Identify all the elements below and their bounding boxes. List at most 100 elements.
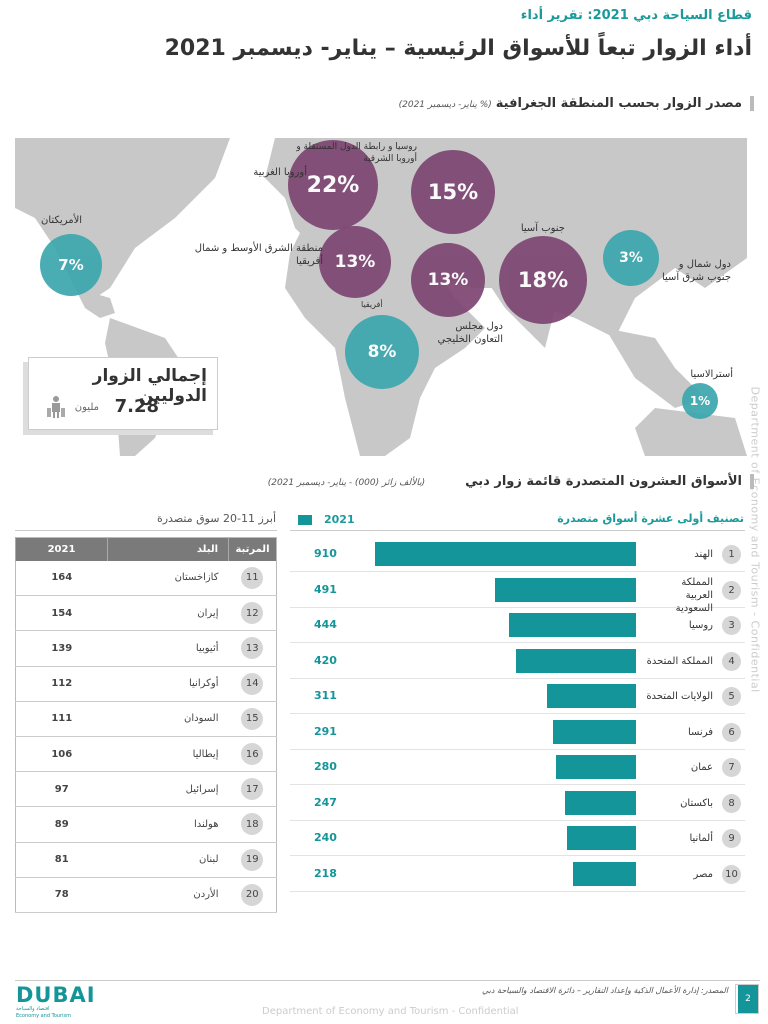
rank-badge: 10 xyxy=(722,864,741,884)
country-cell: إسرائيل xyxy=(107,771,229,808)
rank-badge: 3 xyxy=(722,616,741,635)
rank-badge: 18 xyxy=(241,813,264,836)
rank-cell: 20 xyxy=(228,877,277,913)
bar-category-label: عمان xyxy=(690,762,713,773)
markets-section-title: الأسواق العشرون المتصدرة قائمة زوار دبي xyxy=(465,474,742,489)
legend-label: 2021 xyxy=(324,513,355,526)
table-row: 154 إيران 12 xyxy=(15,595,277,632)
bar-row: 444 3 روسيا xyxy=(290,608,745,643)
region-label-gcc: دول مجلس التعاون الخليجي xyxy=(437,321,503,345)
bar-row: 218 10 مصر xyxy=(290,857,745,892)
bar-category-label: باكستان xyxy=(680,797,713,809)
region-label-russia-cis: روسيا و رابطة الدول المستقلة و أوروبا ال… xyxy=(296,142,417,164)
rank-cell: 17 xyxy=(228,771,277,808)
country-cell: أوكرانيا xyxy=(107,666,229,702)
page-title: أداء الزوار تبعاً للأسواق الرئيسية – ينا… xyxy=(164,36,752,61)
region-label-ne-se-asia: دول شمال و جنوب شرق آسيا xyxy=(661,259,731,283)
bar xyxy=(552,719,636,744)
region-label-south-asia: جنوب آسيا xyxy=(520,223,565,234)
bar xyxy=(546,684,636,708)
country-cell: هولندا xyxy=(107,806,229,843)
table-row: 164 كازاخستان 11 xyxy=(15,560,277,597)
table-row: 81 لبنان 19 xyxy=(15,842,277,878)
region-label-americas: الأمريكتان xyxy=(41,215,83,226)
bar-row: 910 1 الهند xyxy=(290,537,745,572)
visitors-cell: 111 xyxy=(15,701,108,737)
rank-cell: 11 xyxy=(228,560,277,597)
rank-badge: 11 xyxy=(241,566,264,589)
bar-value-label: 218 xyxy=(314,866,337,880)
region-label-western-europe: أوروبا الغربية xyxy=(253,167,307,178)
total-visitors-unit: مليون xyxy=(74,402,99,413)
map-section-subtitle: (% يناير- ديسمبر 2021) xyxy=(398,100,492,110)
bar xyxy=(375,542,636,566)
region-bubble-mena: 13% xyxy=(319,226,391,298)
bar-value-label: 280 xyxy=(314,760,337,773)
chart-title: تصنيف أولى عشرة أسواق متصدرة xyxy=(557,512,744,525)
region-bubble-gcc: 13% xyxy=(411,243,485,317)
rank-badge: 14 xyxy=(241,672,264,695)
bar-row: 240 9 ألمانيا xyxy=(290,821,745,856)
col-header-2021: 2021 xyxy=(15,537,108,561)
rank-badge: 5 xyxy=(722,687,741,706)
source-note: المصدر: إدارة الأعمال الذكية وإعداد التق… xyxy=(482,986,728,995)
rank-badge: 12 xyxy=(241,602,264,625)
region-label-mena: منطقة الشرق الأوسط و شمال أفريقيا xyxy=(194,243,323,267)
bar-row: 291 6 فرنسا xyxy=(290,715,745,750)
region-bubble-russia-cis: 15% xyxy=(411,150,495,234)
legend-swatch xyxy=(298,514,312,525)
rank-cell: 18 xyxy=(228,806,277,843)
visitors-cell: 89 xyxy=(15,806,108,843)
bar-value-label: 247 xyxy=(314,795,337,809)
bar-value-label: 420 xyxy=(314,653,337,667)
page-number: 2 xyxy=(735,984,759,1014)
bar-value-label: 910 xyxy=(314,547,337,560)
country-cell: لبنان xyxy=(107,842,229,878)
total-visitors-value: 7.28 xyxy=(114,396,159,417)
bar-category-label: فرنسا xyxy=(687,726,713,738)
bar xyxy=(567,826,636,850)
bar-category-label: الولايات المتحدة xyxy=(646,691,713,702)
rank-badge: 20 xyxy=(241,883,264,906)
total-visitors-card: إجمالي الزوار الدوليين 7.28 مليون xyxy=(28,357,218,430)
rank-cell: 15 xyxy=(228,701,277,737)
region-bubble-ne-se-asia: 3% xyxy=(603,230,659,286)
rank-cell: 16 xyxy=(228,736,277,773)
chart-legend: 2021 xyxy=(298,513,355,526)
confidential-footer: Department of Economy and Tourism - Conf… xyxy=(262,1006,519,1017)
region-label-australasia: أسترالاسيا xyxy=(690,369,733,380)
country-cell: الأردن xyxy=(107,877,229,913)
table-row: 78 الأردن 20 xyxy=(15,877,277,913)
bar-category-label: مصر xyxy=(693,868,713,880)
rank-cell: 12 xyxy=(228,595,277,632)
region-bubble-western-europe: 22% xyxy=(288,140,378,230)
bar xyxy=(573,861,636,886)
traveler-icon xyxy=(47,396,65,418)
confidential-watermark: Department of Economy and Tourism - Conf… xyxy=(748,386,762,693)
rank-badge: 13 xyxy=(241,637,264,660)
rank-badge: 16 xyxy=(241,743,264,766)
visitors-cell: 97 xyxy=(15,771,108,808)
bar xyxy=(565,790,636,815)
rank-badge: 19 xyxy=(241,848,264,871)
col-header-country: البلد xyxy=(107,537,229,561)
rank-badge: 9 xyxy=(722,829,741,848)
bar-value-label: 491 xyxy=(314,582,337,596)
country-cell: كازاخستان xyxy=(107,560,229,597)
bar-row: 491 2 المملكة العربية السعودية xyxy=(290,573,745,614)
bar xyxy=(508,613,636,637)
markets-11-20-table: 2021 البلد المرتبة 164 كازاخستان 11 154 إ… xyxy=(15,537,277,913)
country-cell: السودان xyxy=(107,701,229,737)
visitors-cell: 139 xyxy=(15,630,108,667)
bar-category-label: روسيا xyxy=(688,620,713,631)
rank-cell: 13 xyxy=(228,630,277,667)
bar-row: 311 5 الولايات المتحدة xyxy=(290,679,745,714)
rank-badge: 15 xyxy=(241,707,264,730)
visitors-cell: 112 xyxy=(15,666,108,702)
bar xyxy=(495,577,636,602)
visitors-cell: 81 xyxy=(15,842,108,878)
rank-badge: 6 xyxy=(722,722,741,742)
table-divider xyxy=(15,530,277,531)
rank-badge: 2 xyxy=(722,580,741,600)
region-bubble-australasia: 1% xyxy=(682,383,718,419)
